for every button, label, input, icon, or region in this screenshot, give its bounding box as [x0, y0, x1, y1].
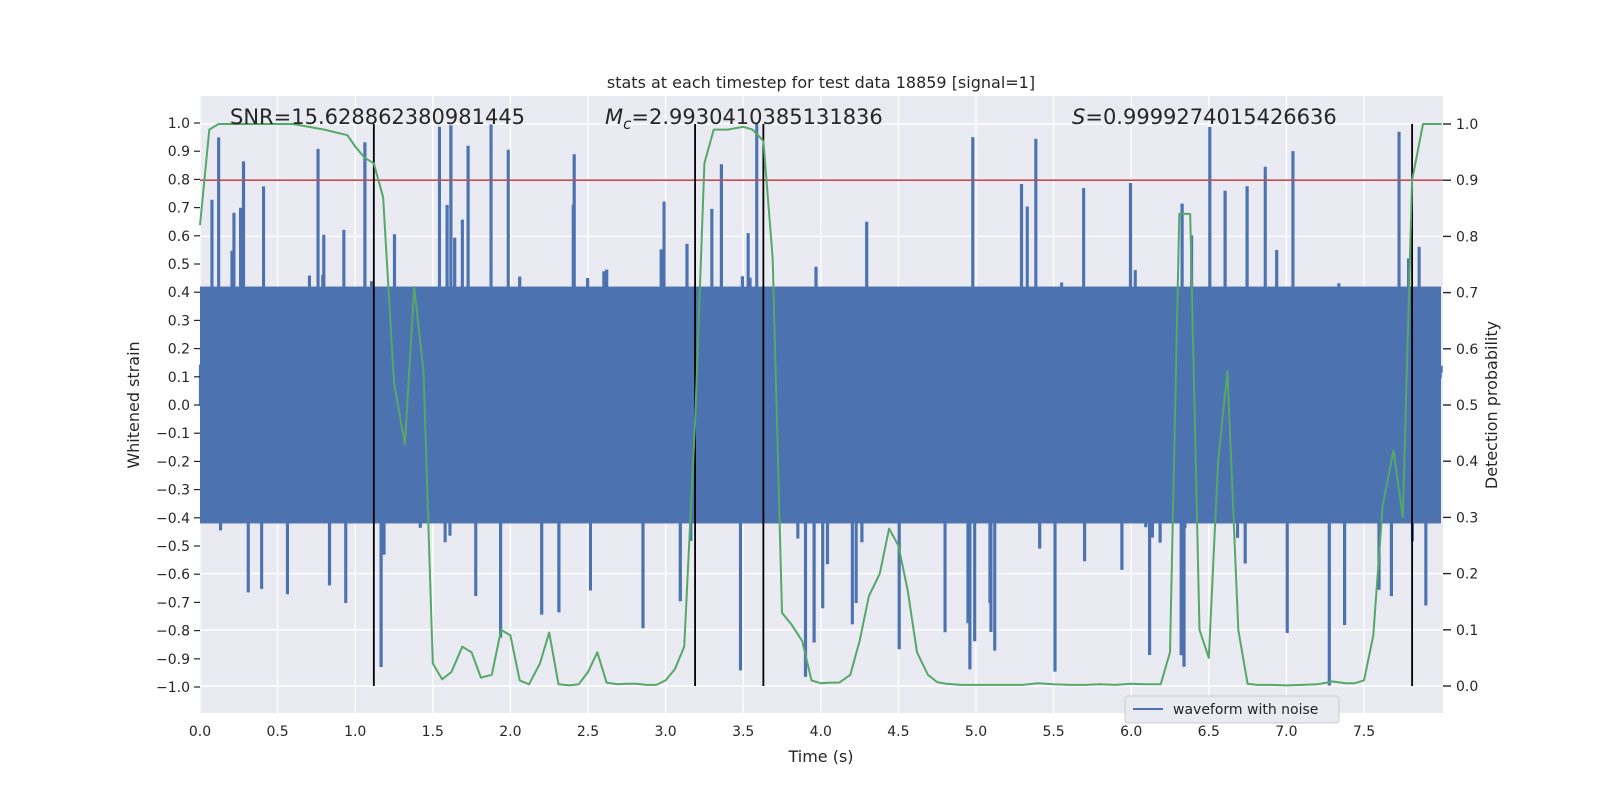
x-tick-label: 5.0: [965, 724, 987, 740]
chirp-mass-symbol: M: [605, 105, 623, 129]
probability-line: [199, 123, 1442, 687]
y-left-tick-label: 0.2: [168, 342, 190, 358]
y-right-tick-label: 0.1: [1456, 623, 1478, 639]
x-tick-label: 5.5: [1042, 724, 1064, 740]
chart-title: stats at each timestep for test data 188…: [607, 73, 1035, 92]
waveform-line: [198, 123, 1443, 686]
x-tick-label: 2.5: [577, 724, 599, 740]
y-right-tick-label: 0.5: [1456, 398, 1478, 414]
y-left-tick-label: 0.5: [168, 257, 190, 273]
legend-label: waveform with noise: [1173, 702, 1318, 718]
y-left-tick-label: −0.1: [156, 426, 190, 442]
y-right-tick-label: 0.4: [1456, 454, 1478, 470]
x-tick-label: 6.5: [1198, 724, 1220, 740]
y-left-axis-ticks: 1.0 0.9 0.8 0.7 0.6 0.5 0.4 0.3 0.2 0.1 0.0 −0.1 −0.…: [156, 116, 200, 696]
y-right-tick-label: 0.9: [1456, 173, 1478, 189]
vertical-markers: [372, 124, 1414, 686]
score-symbol: S: [1072, 105, 1085, 129]
y-left-tick-label: −1.0: [156, 680, 190, 696]
y-left-tick-label: 1.0: [168, 116, 190, 132]
snr-annotation: SNR=15.628862380981445: [230, 105, 525, 129]
y-left-tick-label: 0.3: [168, 313, 190, 329]
y-left-tick-label: 0.8: [168, 172, 190, 188]
y-left-tick-label: −0.3: [156, 483, 190, 499]
x-tick-label: 7.0: [1275, 724, 1297, 740]
x-tick-label: 4.0: [810, 724, 832, 740]
y-left-axis-title: Whitened strain: [124, 341, 143, 468]
x-tick-label: 6.0: [1120, 724, 1142, 740]
y-left-tick-label: −0.9: [156, 652, 190, 668]
probability-series: [199, 123, 1442, 687]
y-left-tick-label: −0.5: [156, 539, 190, 555]
chirp-mass-annotation: Mc=2.9930410385131836: [605, 105, 883, 133]
x-axis-title: Time (s): [787, 747, 853, 766]
y-left-tick-label: −0.4: [156, 511, 190, 527]
chirp-mass-subscript: c: [623, 115, 632, 133]
x-tick-label: 3.0: [654, 724, 676, 740]
y-right-tick-label: 0.0: [1456, 679, 1478, 695]
y-left-tick-label: −0.6: [156, 567, 190, 583]
x-tick-label: 7.5: [1353, 724, 1375, 740]
y-left-tick-label: 0.1: [168, 370, 190, 386]
chirp-mass-value: =2.9930410385131836: [631, 105, 882, 129]
y-left-tick-label: −0.8: [156, 624, 190, 640]
score-value: =0.9999274015426636: [1085, 105, 1336, 129]
y-right-tick-label: 1.0: [1456, 117, 1478, 133]
y-left-tick-label: 0.7: [168, 201, 190, 217]
x-tick-label: 0.0: [189, 724, 211, 740]
y-left-tick-label: 0.9: [168, 144, 190, 160]
y-right-axis-title: Detection probability: [1482, 321, 1501, 489]
x-tick-label: 1.0: [344, 724, 366, 740]
legend: waveform with noise: [1124, 695, 1340, 724]
y-right-tick-label: 0.8: [1456, 229, 1478, 245]
y-right-tick-label: 0.2: [1456, 567, 1478, 583]
y-right-tick-label: 0.7: [1456, 286, 1478, 302]
y-right-axis-ticks: 1.0 0.9 0.8 0.7 0.6 0.5 0.4 0.3 0.2 0.1 0.0: [1443, 117, 1478, 695]
x-axis-ticks: 0.0 0.5 1.0 1.5 2.0 2.5 3.0 3.5 4.0 4.5 5.0 5.5 6.0 6…: [189, 724, 1375, 740]
score-annotation: S=0.9999274015426636: [1072, 105, 1337, 129]
y-left-tick-label: −0.7: [156, 595, 190, 611]
y-left-tick-label: 0.6: [168, 229, 190, 245]
y-right-tick-label: 0.3: [1456, 510, 1478, 526]
y-left-tick-label: −0.2: [156, 454, 190, 470]
x-tick-label: 2.0: [499, 724, 521, 740]
y-right-tick-label: 0.6: [1456, 342, 1478, 358]
x-tick-label: 4.5: [887, 724, 909, 740]
y-left-tick-label: 0.0: [168, 398, 190, 414]
legend-box: [1124, 695, 1340, 724]
x-tick-label: 3.5: [732, 724, 754, 740]
y-left-tick-label: 0.4: [168, 285, 190, 301]
x-tick-label: 0.5: [266, 724, 288, 740]
x-tick-label: 1.5: [422, 724, 444, 740]
